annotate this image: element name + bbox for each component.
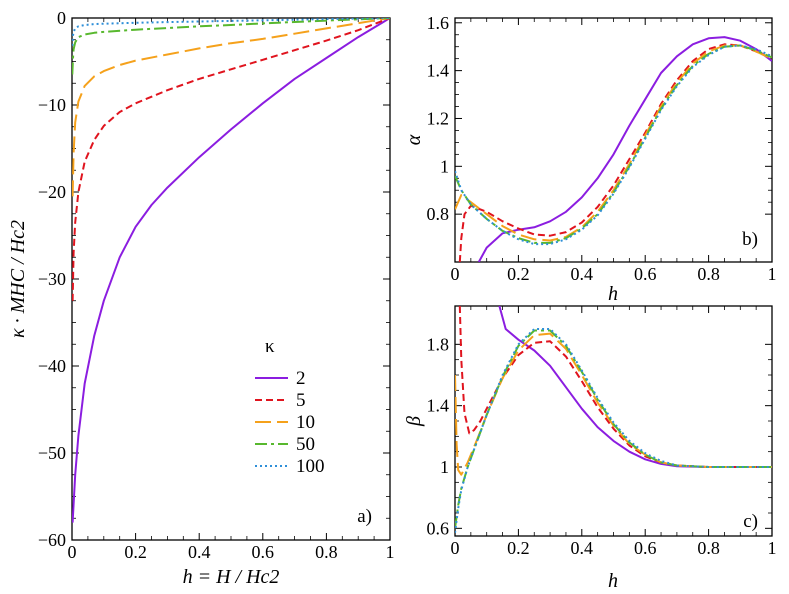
- legend-label-kappa-10: 10: [296, 412, 315, 433]
- x-tick-label: 0: [451, 538, 460, 558]
- series-line-kappa-5: [72, 18, 390, 301]
- x-tick-label: 0.2: [507, 538, 530, 558]
- series-line-kappa-2: [72, 18, 390, 523]
- y-axis-label: α: [403, 134, 425, 145]
- x-axis-label: h = H / Hc2: [183, 566, 280, 588]
- y-tick-label: 0.6: [427, 518, 450, 538]
- series-line-kappa-100: [455, 328, 772, 534]
- y-tick-label: −60: [38, 530, 66, 550]
- y-tick-label: −40: [38, 356, 66, 376]
- legend-label-kappa-5: 5: [296, 390, 306, 411]
- x-tick-label: 0: [68, 542, 77, 562]
- series-line-kappa-50: [455, 44, 772, 244]
- y-tick-label: 0.8: [427, 204, 450, 224]
- y-tick-label: 0: [57, 8, 66, 28]
- x-tick-label: 0.4: [571, 264, 594, 284]
- series-group: [455, 36, 772, 262]
- series-line-kappa-2: [498, 306, 772, 468]
- panel-c: 0 0.2 0.4 0.6 0.8 1 0.6 1 1.4 1.8 c) h β: [403, 305, 777, 592]
- series-line-kappa-10: [72, 18, 390, 197]
- panel-tag: b): [742, 229, 758, 250]
- series-group: [455, 306, 772, 534]
- x-tick-label: 0: [451, 264, 460, 284]
- x-tick-label: 1: [768, 538, 777, 558]
- y-axis-label: κ · MHC / Hc2: [7, 220, 29, 338]
- series-line-kappa-100: [72, 18, 390, 46]
- x-tick-label: 1: [386, 542, 395, 562]
- legend-label-kappa-2: 2: [296, 368, 306, 389]
- x-tick-label: 0.8: [697, 538, 720, 558]
- panel-tag: a): [357, 506, 372, 527]
- y-axis-label: β: [403, 416, 425, 427]
- panel-a: 0 0.2 0.4 0.6 0.8 10−10−20−30−40−50−60a)h = H…: [7, 8, 395, 588]
- series-line-kappa-50: [72, 18, 390, 75]
- plot-frame: [71, 17, 391, 541]
- legend-label-kappa-50: 50: [296, 434, 315, 455]
- x-tick-label: 0.6: [634, 264, 657, 284]
- x-tick-label: 1: [768, 264, 777, 284]
- series-line-kappa-5: [458, 43, 772, 262]
- x-axis-label: h: [608, 283, 618, 305]
- x-tick-label: 0.2: [507, 264, 530, 284]
- y-tick-label: 1.4: [427, 61, 450, 81]
- x-tick-label: 0.8: [315, 542, 338, 562]
- series-line-kappa-10: [455, 44, 772, 242]
- x-tick-label: 0.4: [188, 542, 211, 562]
- y-tick-label: 1.2: [427, 108, 450, 128]
- x-tick-label: 0.8: [697, 264, 720, 284]
- y-tick-label: −20: [38, 182, 66, 202]
- series-group: [72, 18, 390, 523]
- panel-tag: c): [743, 511, 758, 532]
- y-tick-label: 1: [440, 457, 449, 477]
- x-axis-label: h: [608, 570, 618, 592]
- y-tick-label: 1.6: [427, 13, 450, 33]
- series-line-kappa-100: [455, 44, 772, 246]
- y-tick-label: −10: [38, 95, 66, 115]
- x-tick-label: 0.2: [124, 542, 147, 562]
- series-line-kappa-2: [477, 36, 772, 262]
- series-line-kappa-10: [455, 332, 772, 476]
- y-tick-label: 1.8: [427, 334, 450, 354]
- x-tick-label: 0.6: [634, 538, 657, 558]
- panel-b: 0 0.2 0.4 0.6 0.8 1 0.8 1 1.2 1.4 1.6 b) h α: [403, 13, 777, 305]
- y-tick-label: −50: [38, 443, 66, 463]
- x-tick-label: 0.4: [571, 538, 594, 558]
- y-tick-label: −30: [38, 269, 66, 289]
- x-tick-label: 0.6: [252, 542, 275, 562]
- legend-title: κ: [265, 336, 275, 357]
- legend-label-kappa-100: 100: [296, 456, 325, 477]
- y-tick-label: 1.4: [427, 396, 450, 416]
- y-tick-label: 1: [440, 156, 449, 176]
